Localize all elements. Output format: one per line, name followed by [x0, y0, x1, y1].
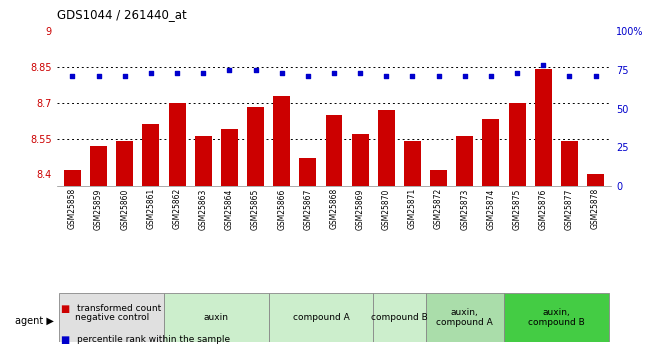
Point	[198, 70, 208, 76]
Text: GSM25864: GSM25864	[225, 188, 234, 230]
Text: GSM25866: GSM25866	[277, 188, 286, 230]
Point	[67, 73, 77, 79]
Text: auxin: auxin	[204, 313, 229, 322]
Bar	[273, 96, 290, 186]
Point	[172, 70, 182, 76]
Bar	[142, 124, 160, 186]
Text: GSM25865: GSM25865	[251, 188, 260, 230]
Bar	[504, 293, 609, 342]
Point	[250, 67, 261, 73]
Bar	[299, 158, 317, 186]
Point	[146, 70, 156, 76]
Point	[381, 73, 391, 79]
Text: ■: ■	[60, 304, 69, 314]
Text: GSM25874: GSM25874	[486, 188, 496, 230]
Bar	[247, 108, 264, 186]
Point	[120, 73, 130, 79]
Point	[224, 67, 234, 73]
Text: GSM25863: GSM25863	[199, 188, 208, 230]
Bar	[373, 293, 426, 342]
Bar	[90, 146, 107, 186]
Text: GSM25867: GSM25867	[303, 188, 313, 230]
Point	[591, 73, 601, 79]
Bar	[508, 103, 526, 186]
Point	[564, 73, 574, 79]
Text: GSM25873: GSM25873	[460, 188, 469, 230]
Bar	[59, 293, 164, 342]
Bar	[116, 141, 134, 186]
Bar	[378, 110, 395, 186]
Text: GSM25868: GSM25868	[329, 188, 339, 229]
Text: GSM25877: GSM25877	[565, 188, 574, 230]
Point	[277, 70, 287, 76]
Text: GDS1044 / 261440_at: GDS1044 / 261440_at	[57, 8, 186, 21]
Bar	[351, 134, 369, 186]
Text: GSM25870: GSM25870	[382, 188, 391, 230]
Text: GSM25872: GSM25872	[434, 188, 443, 229]
Text: GSM25858: GSM25858	[68, 188, 77, 229]
Point	[303, 73, 313, 79]
Text: auxin,
compound A: auxin, compound A	[436, 308, 493, 327]
Text: GSM25878: GSM25878	[591, 188, 600, 229]
Text: compound A: compound A	[293, 313, 349, 322]
Point	[538, 62, 548, 68]
Text: auxin,
compound B: auxin, compound B	[528, 308, 584, 327]
Text: agent ▶: agent ▶	[15, 316, 53, 326]
Bar	[426, 293, 504, 342]
Text: GSM25862: GSM25862	[172, 188, 182, 229]
Bar	[482, 119, 500, 186]
Point	[407, 73, 418, 79]
Bar	[587, 174, 604, 186]
Bar	[561, 141, 578, 186]
Text: negative control: negative control	[75, 313, 149, 322]
Bar	[430, 170, 447, 186]
Text: ■: ■	[60, 335, 69, 345]
Point	[434, 73, 444, 79]
Text: GSM25871: GSM25871	[408, 188, 417, 229]
Point	[94, 73, 104, 79]
Bar	[64, 170, 81, 186]
Text: compound B: compound B	[371, 313, 428, 322]
Text: transformed count: transformed count	[77, 304, 161, 313]
Text: GSM25869: GSM25869	[355, 188, 365, 230]
Bar	[168, 103, 186, 186]
Point	[512, 70, 522, 76]
Bar	[221, 129, 238, 186]
Bar	[404, 141, 421, 186]
Bar	[164, 293, 269, 342]
Point	[460, 73, 470, 79]
Text: GSM25861: GSM25861	[146, 188, 156, 229]
Bar	[456, 136, 473, 186]
Point	[355, 70, 365, 76]
Bar	[534, 69, 552, 186]
Point	[329, 70, 339, 76]
Text: percentile rank within the sample: percentile rank within the sample	[77, 335, 230, 344]
Bar	[195, 136, 212, 186]
Bar	[325, 115, 343, 186]
Text: GSM25875: GSM25875	[512, 188, 522, 230]
Bar	[269, 293, 373, 342]
Text: GSM25860: GSM25860	[120, 188, 130, 230]
Text: GSM25859: GSM25859	[94, 188, 103, 230]
Point	[486, 73, 496, 79]
Text: GSM25876: GSM25876	[538, 188, 548, 230]
